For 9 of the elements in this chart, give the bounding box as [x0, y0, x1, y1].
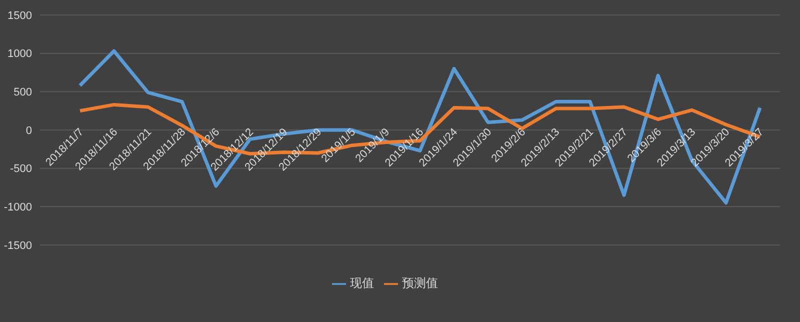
y-tick-label: -1500 [4, 240, 32, 252]
legend-label: 预测值 [402, 276, 438, 290]
y-tick-label: -1000 [4, 202, 32, 214]
y-tick-label: 0 [26, 124, 32, 137]
legend-label: 现值 [350, 276, 374, 290]
y-tick-label: 500 [14, 86, 32, 99]
y-tick-label: 1000 [8, 48, 32, 60]
y-tick-label: 1500 [8, 10, 32, 22]
y-tick-label: -500 [10, 163, 32, 176]
